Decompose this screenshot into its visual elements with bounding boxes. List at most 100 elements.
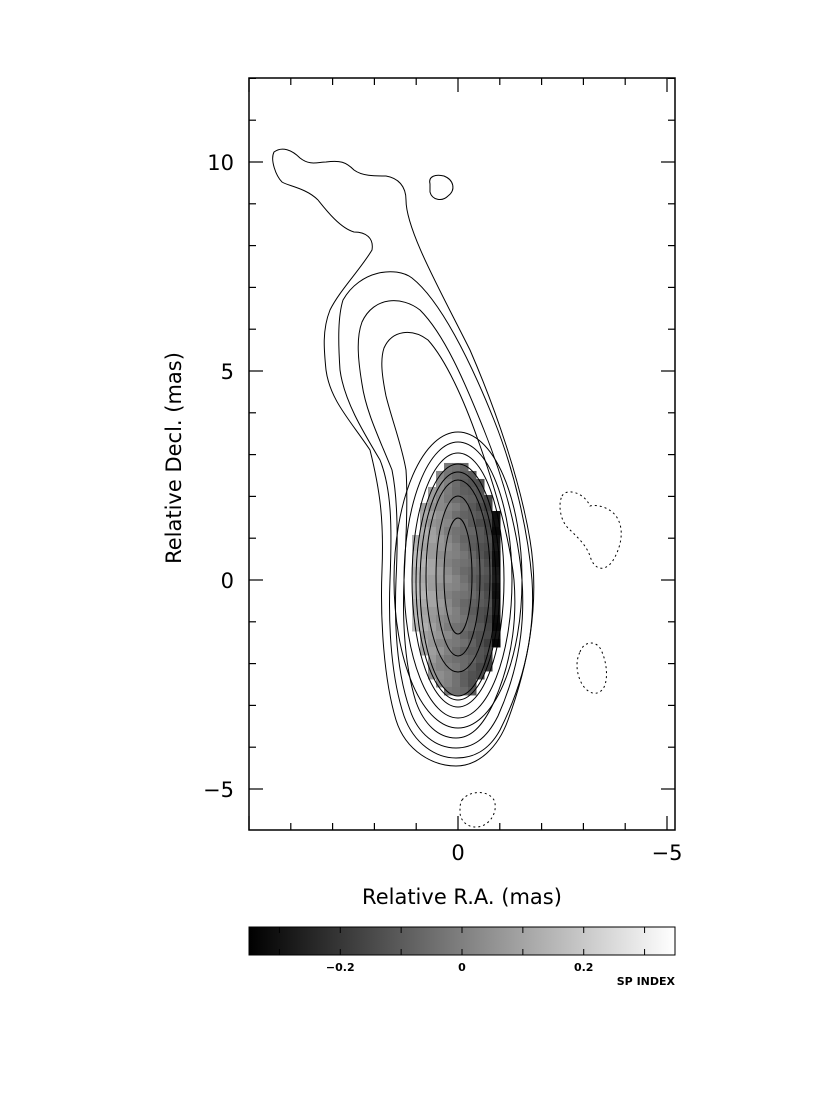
- heatmap-cell: [444, 654, 453, 664]
- heatmap-cell: [436, 606, 445, 616]
- heatmap-cell: [428, 590, 437, 600]
- heatmap-cell: [468, 582, 477, 592]
- heatmap-cell: [452, 526, 461, 536]
- heatmap-cell: [444, 606, 453, 616]
- heatmap-cell: [444, 510, 453, 520]
- heatmap-cell: [436, 518, 445, 528]
- x-axis-label: Relative R.A. (mas): [362, 885, 562, 909]
- heatmap-cell: [444, 622, 453, 632]
- contour-island: [429, 174, 454, 200]
- heatmap-cell: [476, 526, 485, 536]
- heatmap-cell: [428, 654, 437, 664]
- heatmap-cell: [428, 510, 437, 520]
- heatmap-cell: [468, 622, 477, 632]
- heatmap-cell: [420, 550, 429, 560]
- heatmap-cell: [492, 550, 501, 560]
- heatmap-cell: [420, 622, 429, 632]
- contour-8: [415, 463, 501, 701]
- heatmap-cell: [484, 598, 493, 608]
- heatmap-cell: [452, 590, 461, 600]
- heatmap-cell: [484, 662, 493, 672]
- heatmap-cell: [436, 622, 445, 632]
- heatmap-cell: [436, 670, 445, 680]
- contour-outer: [272, 148, 535, 767]
- heatmap-cell: [460, 582, 469, 592]
- heatmap-cell: [444, 590, 453, 600]
- heatmap-cell: [428, 534, 437, 544]
- heatmap-cell: [476, 662, 485, 672]
- contour-11: [435, 495, 481, 657]
- heatmap-cell: [484, 614, 493, 624]
- heatmap-cell: [476, 494, 485, 504]
- heatmap-cell: [428, 646, 437, 656]
- heatmap-cell: [420, 518, 429, 528]
- heatmap-cell: [412, 622, 421, 632]
- heatmap-cell: [420, 566, 429, 576]
- heatmap-cell: [428, 566, 437, 576]
- heatmap-cell: [460, 510, 469, 520]
- y-tick-label: 10: [207, 151, 234, 175]
- heatmap-cell: [484, 630, 493, 640]
- heatmap-cell: [428, 614, 437, 624]
- heatmap-cell: [452, 534, 461, 544]
- heatmap-cell: [436, 598, 445, 608]
- heatmap-cell: [436, 478, 445, 488]
- colorbar-tick-label: 0.2: [574, 961, 594, 974]
- heatmap-cell: [428, 550, 437, 560]
- heatmap-cell: [436, 550, 445, 560]
- heatmap-cell: [412, 614, 421, 624]
- contour-12: [443, 517, 473, 635]
- heatmap-cell: [476, 478, 485, 488]
- colorbar-tick-label: 0: [458, 961, 466, 974]
- heatmap-cell: [444, 598, 453, 608]
- heatmap-cell: [460, 590, 469, 600]
- heatmap-cell: [452, 558, 461, 568]
- heatmap-cell: [428, 494, 437, 504]
- heatmap-cell: [420, 558, 429, 568]
- heatmap-cell: [452, 550, 461, 560]
- heatmap-cell: [444, 638, 453, 648]
- contour-negative-2: [576, 642, 607, 694]
- heatmap-cell: [420, 502, 429, 512]
- heatmap-cell: [468, 550, 477, 560]
- heatmap-cell: [460, 462, 469, 472]
- heatmap-cell: [468, 630, 477, 640]
- heatmap-cell: [412, 534, 421, 544]
- heatmap-cell: [452, 470, 461, 480]
- heatmap-cell: [492, 558, 501, 568]
- heatmap-cell: [468, 646, 477, 656]
- heatmap-cell: [412, 606, 421, 616]
- heatmap-cell: [444, 630, 453, 640]
- heatmap-cell: [484, 526, 493, 536]
- heatmap-cell: [460, 550, 469, 560]
- heatmap-cell: [444, 518, 453, 528]
- heatmap-cell: [420, 614, 429, 624]
- heatmap-cell: [428, 542, 437, 552]
- heatmap-cell: [452, 686, 461, 696]
- contour-3: [357, 300, 524, 749]
- contour-10: [425, 479, 491, 673]
- heatmap-cell: [468, 670, 477, 680]
- x-tick-label: −5: [652, 841, 683, 865]
- heatmap-cell: [452, 510, 461, 520]
- heatmap-cell: [420, 574, 429, 584]
- axis-tick-labels: 0 −5 −5 0 5 10: [203, 151, 682, 865]
- heatmap-cell: [428, 486, 437, 496]
- heatmap-cell: [452, 678, 461, 688]
- contour-4: [381, 332, 516, 739]
- intensity-contours: [272, 148, 622, 828]
- colorbar-tick-labels: −0.2 0 0.2: [326, 961, 594, 974]
- heatmap-cell: [468, 678, 477, 688]
- heatmap-cell: [476, 550, 485, 560]
- heatmap-cell: [460, 670, 469, 680]
- heatmap-cell: [484, 502, 493, 512]
- heatmap-cell: [444, 670, 453, 680]
- y-axis-label: Relative Decl. (mas): [162, 352, 186, 564]
- heatmap-cell: [460, 558, 469, 568]
- contour-negative-3: [459, 792, 496, 828]
- heatmap-cell: [476, 598, 485, 608]
- heatmap-cell: [476, 654, 485, 664]
- heatmap-cell: [468, 494, 477, 504]
- heatmap-cell: [460, 566, 469, 576]
